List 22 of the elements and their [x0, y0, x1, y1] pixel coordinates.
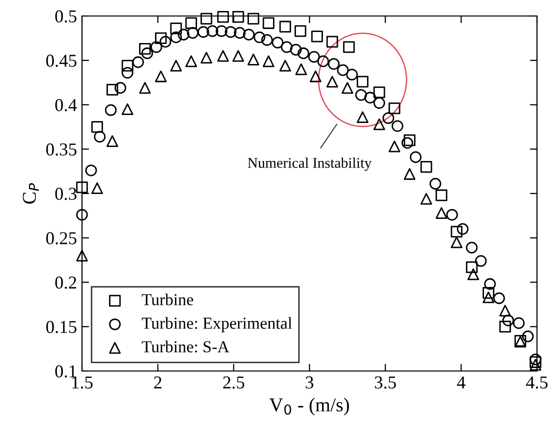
legend-label: Turbine: S-A: [142, 340, 230, 352]
y-tick-label: 0.2: [55, 276, 76, 289]
x-tick-label: 2.5: [223, 376, 244, 389]
x-tick-label: 3.5: [374, 376, 396, 389]
legend-label: Turbine: [142, 294, 194, 306]
x-tick-label: 3: [306, 376, 314, 389]
y-tick-label: 0.25: [46, 232, 76, 244]
y-tick-label: 0.1: [55, 365, 76, 378]
y-tick-label: 0.45: [46, 54, 76, 67]
y-tick-label: 0.5: [55, 10, 76, 23]
y-tick-label: 0.4: [55, 99, 77, 112]
y-tick-label: 0.35: [46, 143, 76, 156]
legend-label: Turbine: Experimental: [142, 317, 292, 332]
x-axis-title: V$_{0}$ - (m/s): [269, 398, 349, 416]
x-tick-label: 1.5: [72, 376, 93, 389]
annotation: Numerical Instability: [248, 158, 372, 171]
y-tick-label: 0.3: [55, 188, 76, 200]
y-tick-label: 0.15: [46, 320, 76, 334]
x-tick-label: 4: [457, 376, 466, 388]
y-axis-title: C$_{P}$: [22, 183, 39, 204]
x-tick-label: 4.5: [526, 376, 548, 389]
x-tick-label: 2: [154, 376, 162, 388]
